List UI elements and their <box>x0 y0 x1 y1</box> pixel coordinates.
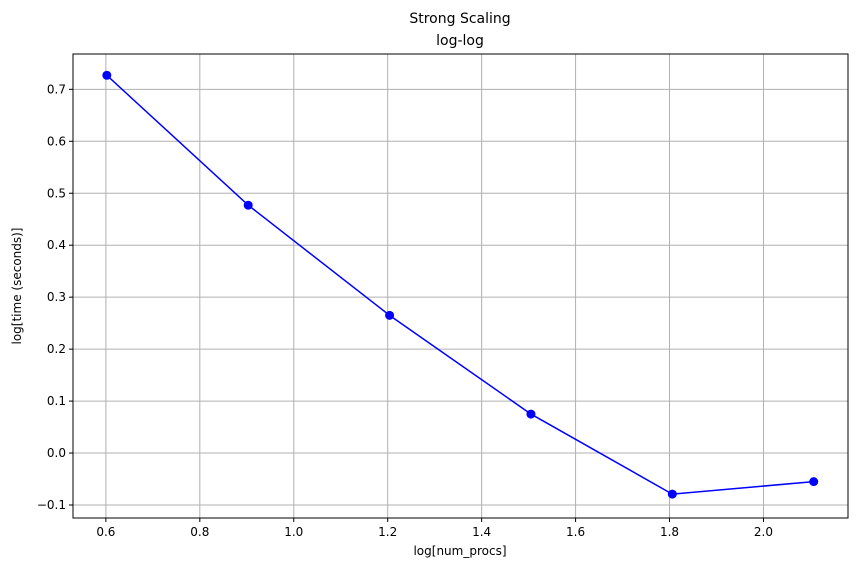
grid <box>73 54 848 518</box>
data-point <box>526 409 536 419</box>
y-tick-label: 0.6 <box>47 134 66 148</box>
plot-frame <box>72 53 849 519</box>
y-tick-label: 0.0 <box>47 446 66 460</box>
x-tick-label: 1.2 <box>378 525 397 539</box>
x-tick-label: 1.0 <box>284 525 303 539</box>
x-tick-label: 1.8 <box>660 525 679 539</box>
y-tick-label: 0.2 <box>47 342 66 356</box>
x-tick-label: 0.8 <box>190 525 209 539</box>
y-tick-label: 0.3 <box>47 290 66 304</box>
data-point <box>102 70 112 80</box>
x-tick-label: 1.6 <box>566 525 585 539</box>
x-tick-label: 1.4 <box>472 525 491 539</box>
y-tick-label: 0.7 <box>47 82 66 96</box>
x-axis-label: log[num_procs] <box>413 544 506 558</box>
chart-subtitle: log-log <box>436 33 484 49</box>
x-tick-label: 0.6 <box>96 525 115 539</box>
y-tick-label: 0.5 <box>47 186 66 200</box>
chart-title: Strong Scaling <box>409 11 510 27</box>
x-tick-label: 2.0 <box>754 525 773 539</box>
y-tick-label: −0.1 <box>37 498 66 512</box>
y-tick-label: 0.1 <box>47 394 66 408</box>
series-layer <box>102 70 819 499</box>
series-line <box>106 74 814 495</box>
data-point <box>243 200 253 210</box>
data-point <box>385 310 395 320</box>
y-axis-label: log[time (seconds)] <box>10 228 24 345</box>
data-point <box>809 477 819 487</box>
y-tick-label: 0.4 <box>47 238 66 252</box>
data-point <box>667 489 677 499</box>
axis-ticks: 0.6 0.8 1.0 1.2 1.4 1.6 1.8 2.0 −0.1 0.0 0.1 0.2 0.3… <box>37 82 773 539</box>
